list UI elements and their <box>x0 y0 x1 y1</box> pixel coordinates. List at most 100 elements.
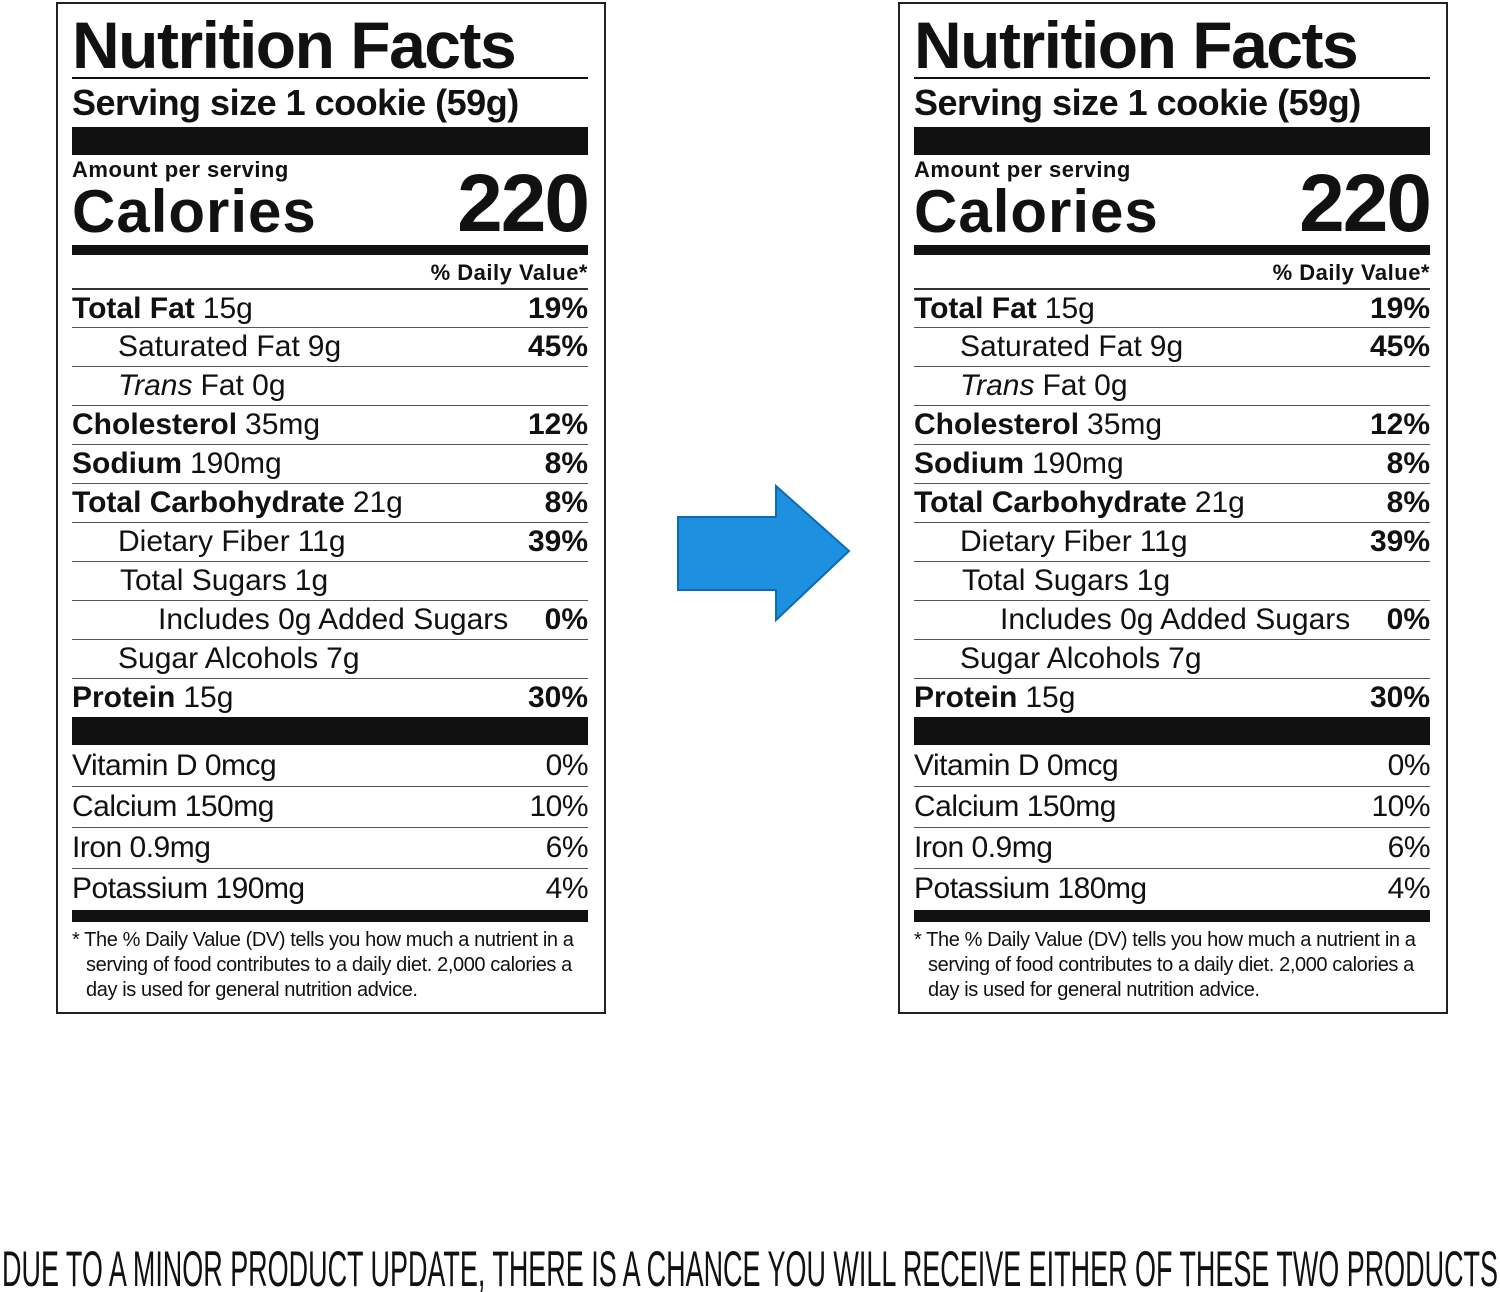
vitamin-row: Vitamin D 0mcg 0% <box>914 746 1431 786</box>
vitamin-dv: 4% <box>1387 872 1431 905</box>
nutrient-row: Saturated Fat 9g 45% <box>914 327 1430 366</box>
vitamin-name: Calcium 150mg <box>72 790 274 823</box>
nutrient-amount: 21g <box>1194 486 1245 519</box>
vitamin-row: Iron 0.9mg 6% <box>914 827 1431 868</box>
footnote: * The % Daily Value (DV) tells you how m… <box>72 929 574 1001</box>
rule <box>72 77 588 79</box>
nutrient-amount: 15g <box>183 681 234 714</box>
nutrient-name: Saturated Fat <box>118 330 300 363</box>
nutrient: Trans Fat 0g <box>914 369 1128 403</box>
nutrient-amount: Fat 0g <box>1042 369 1128 402</box>
arrow <box>677 483 851 623</box>
vitamin-dv: 0% <box>545 749 589 782</box>
nutrient-amount: Fat 0g <box>200 369 286 402</box>
nutrient-row: Cholesterol 35mg 12% <box>72 405 588 444</box>
vitamin-dv: 0% <box>1387 749 1431 782</box>
vitamin-row: Calcium 150mg 10% <box>72 786 588 827</box>
nutrient: Total Carbohydrate 21g <box>914 486 1245 520</box>
rule <box>914 717 1430 745</box>
dv-header: % Daily Value* <box>430 260 588 285</box>
vitamin-name: Potassium 190mg <box>72 872 305 905</box>
nutrient: Includes 0g Added Sugars <box>72 603 508 637</box>
caption: DUE TO A MINOR PRODUCT UPDATE, THERE IS … <box>2 1241 1498 1292</box>
nutrient-row: Includes 0g Added Sugars 0% <box>72 600 588 639</box>
nutrient-amount: 7g <box>1168 642 1202 675</box>
nutrient: Total Fat 15g <box>914 292 1095 326</box>
nutrient-row: Sodium 190mg 8% <box>72 444 588 483</box>
nutrient-amount: 1g <box>1136 564 1171 597</box>
nutrient-name: Protein <box>914 681 1018 714</box>
nutrient-name: Sugar Alcohols <box>960 642 1161 675</box>
rule <box>914 77 1430 79</box>
nutrient-name: Dietary Fiber <box>118 525 290 558</box>
nutrient-amount: 9g <box>307 330 342 363</box>
nutrient: Sugar Alcohols 7g <box>914 642 1202 676</box>
nutrient-name: Dietary Fiber <box>960 525 1132 558</box>
nutrient-rows: Total Fat 15g 19% Saturated Fat 9g 45% Trans Fa… <box>914 288 1430 717</box>
nutrient: Trans Fat 0g <box>72 369 286 403</box>
amount-per-serving: Amount per serving <box>72 157 289 182</box>
nutrient: Total Fat 15g <box>72 292 253 326</box>
nutrient-dv: 8% <box>1386 447 1430 480</box>
vitamin-row: Potassium 190mg 4% <box>72 868 589 909</box>
nutrient-row: Sodium 190mg 8% <box>914 444 1430 483</box>
rule <box>72 127 588 155</box>
nutrient: Protein 15g <box>914 681 1075 715</box>
nutrient-name: Protein <box>72 681 176 714</box>
nutrient-amount: 11g <box>297 525 346 558</box>
nutrient-dv: 39% <box>1369 525 1430 558</box>
vitamin-dv: 6% <box>545 831 589 864</box>
nutrient: Includes 0g Added Sugars <box>914 603 1350 637</box>
nutrient-row: Trans Fat 0g <box>914 366 1430 405</box>
nutrient: Dietary Fiber 11g <box>914 525 1188 559</box>
nutrient-dv: 19% <box>527 291 588 325</box>
rule <box>914 127 1430 155</box>
nutrient: Total Sugars 1g <box>72 564 328 598</box>
amount-per-serving: Amount per serving <box>914 157 1131 182</box>
nutrient: Sodium 190mg <box>914 447 1124 481</box>
nutrient-name: Trans <box>118 369 193 402</box>
nutrient-row: Total Sugars 1g <box>72 561 588 600</box>
nutrient-dv: 30% <box>1369 681 1430 714</box>
rule <box>914 910 1430 922</box>
vitamin-rows: Vitamin D 0mcg 0% Calcium 150mg 10% Iron 0.9… <box>914 746 1431 909</box>
rule <box>72 910 588 922</box>
nutrient: Total Sugars 1g <box>914 564 1170 598</box>
nutrient: Dietary Fiber 11g <box>72 525 346 559</box>
nutrient-amount: 35mg <box>1087 408 1163 441</box>
nutrient-name: Cholesterol <box>914 408 1080 441</box>
vitamin-rows: Vitamin D 0mcg 0% Calcium 150mg 10% Iron 0.9… <box>72 746 589 909</box>
nutrient: Cholesterol 35mg <box>914 408 1162 442</box>
vitamin-dv: 4% <box>545 872 589 905</box>
nutrient-row: Dietary Fiber 11g 39% <box>914 522 1430 561</box>
nutrient-dv: 8% <box>544 486 588 519</box>
nutrient-amount: 21g <box>352 486 403 519</box>
vitamin-name: Iron 0.9mg <box>72 831 211 864</box>
nutrient-row: Total Fat 15g 19% <box>914 288 1430 327</box>
nutrient-amount: 15g <box>202 291 253 325</box>
nutrient: Total Carbohydrate 21g <box>72 486 403 520</box>
nutrient: Saturated Fat 9g <box>72 330 341 364</box>
calories-value: 220 <box>1299 158 1432 249</box>
nutrient-amount: 190mg <box>1032 447 1124 480</box>
label-title: Nutrition Facts <box>914 8 1359 82</box>
calories-row: Calories 220 <box>914 163 1432 245</box>
nutrient-name: Trans <box>960 369 1035 402</box>
nutrient-dv: 0% <box>1386 603 1430 636</box>
nutrient-row: Total Sugars 1g <box>914 561 1430 600</box>
dv-header: % Daily Value* <box>1272 260 1430 285</box>
nutrient-amount: 11g <box>1139 525 1188 558</box>
vitamin-name: Potassium 180mg <box>914 872 1147 905</box>
nutrition-label: Nutrition Facts Serving size 1 cookie (59… <box>898 2 1448 1014</box>
footnote: * The % Daily Value (DV) tells you how m… <box>914 929 1416 1001</box>
nutrient-row: Total Fat 15g 19% <box>72 288 588 327</box>
nutrient: Saturated Fat 9g <box>914 330 1183 364</box>
nutrient-dv: 12% <box>527 408 588 441</box>
vitamin-dv: 10% <box>1371 790 1430 823</box>
nutrient-row: Cholesterol 35mg 12% <box>914 405 1430 444</box>
nutrient-amount: 9g <box>1149 330 1184 363</box>
calories-row: Calories 220 <box>72 163 590 245</box>
nutrient-rows: Total Fat 15g 19% Saturated Fat 9g 45% Trans Fa… <box>72 288 588 717</box>
